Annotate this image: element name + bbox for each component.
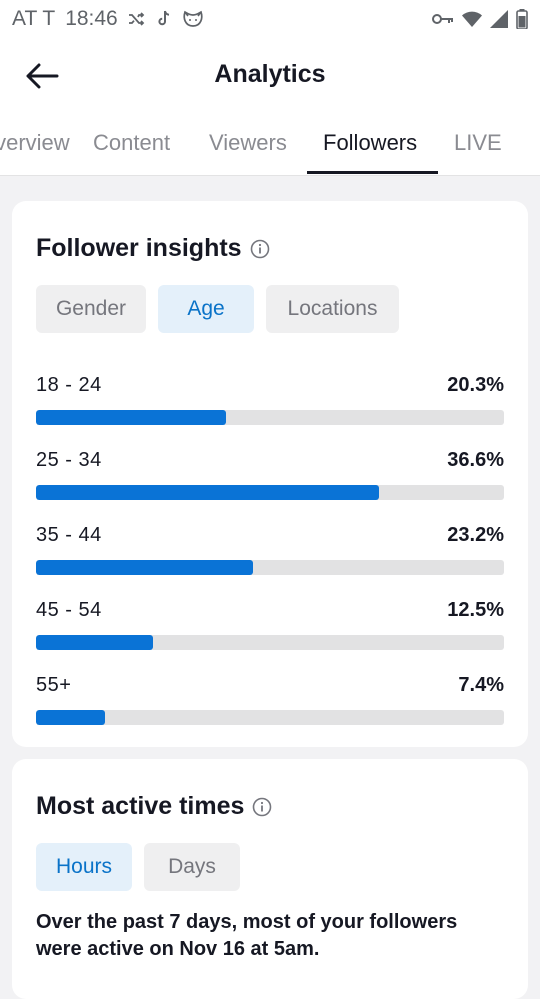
top-app-bar: Analytics bbox=[0, 38, 540, 114]
age-bar-track bbox=[36, 635, 504, 650]
age-bar-fill bbox=[36, 560, 254, 575]
follower-insights-title: Follower insights bbox=[36, 234, 242, 262]
wifi-icon bbox=[462, 11, 482, 27]
key-icon bbox=[432, 12, 454, 26]
follower-insights-card: Follower insights Gender Age Locations 1… bbox=[12, 201, 528, 747]
age-percentage: 12.5% bbox=[447, 599, 504, 621]
age-bar-track bbox=[36, 560, 504, 575]
age-bar-fill bbox=[36, 485, 379, 500]
age-percentage: 23.2% bbox=[447, 524, 504, 546]
age-bar-track bbox=[36, 410, 504, 425]
age-row: 55+ 7.4% bbox=[36, 674, 504, 734]
info-icon[interactable] bbox=[250, 239, 270, 259]
tiktok-icon bbox=[156, 10, 172, 28]
age-bar-fill bbox=[36, 410, 226, 425]
age-bar-track bbox=[36, 485, 504, 500]
age-bar-track bbox=[36, 710, 504, 725]
back-button[interactable] bbox=[22, 56, 62, 96]
segment-hours[interactable]: Hours bbox=[36, 843, 132, 891]
most-active-times-card: Most active times Hours Days Over the pa… bbox=[12, 759, 528, 999]
age-row: 25 - 34 36.6% bbox=[36, 449, 504, 509]
shuffle-icon bbox=[128, 11, 146, 27]
age-row: 35 - 44 23.2% bbox=[36, 524, 504, 584]
analytics-tabs: Overview Content Viewers Followers LIVE bbox=[0, 114, 540, 176]
follower-insights-heading: Follower insights bbox=[36, 234, 270, 263]
page-title: Analytics bbox=[214, 60, 326, 88]
tab-live[interactable]: LIVE bbox=[454, 130, 502, 155]
segment-days[interactable]: Days bbox=[144, 843, 240, 891]
status-bar: AT T 18:46 bbox=[0, 0, 540, 38]
most-active-times-heading: Most active times bbox=[36, 792, 272, 821]
most-active-description: Over the past 7 days, most of your follo… bbox=[36, 911, 458, 960]
segment-locations[interactable]: Locations bbox=[266, 285, 399, 333]
segment-gender[interactable]: Gender bbox=[36, 285, 146, 333]
age-range-label: 45 - 54 bbox=[36, 599, 102, 621]
age-percentage: 20.3% bbox=[447, 374, 504, 396]
tab-content[interactable]: Content bbox=[93, 130, 171, 155]
age-percentage: 7.4% bbox=[458, 674, 504, 696]
age-percentage: 36.6% bbox=[447, 449, 504, 471]
age-row: 45 - 54 12.5% bbox=[36, 599, 504, 659]
age-range-label: 18 - 24 bbox=[36, 374, 102, 396]
age-bar-fill bbox=[36, 635, 153, 650]
segment-age[interactable]: Age bbox=[158, 285, 254, 333]
cell-signal-icon bbox=[490, 10, 508, 28]
arrow-left-icon bbox=[26, 63, 59, 89]
age-row: 18 - 24 20.3% bbox=[36, 374, 504, 434]
cat-face-icon bbox=[182, 9, 204, 29]
tab-followers[interactable]: Followers bbox=[323, 130, 418, 155]
tab-viewers[interactable]: Viewers bbox=[209, 130, 287, 155]
age-range-label: 35 - 44 bbox=[36, 524, 102, 546]
tab-overview[interactable]: Overview bbox=[0, 130, 70, 155]
active-tab-indicator bbox=[307, 171, 438, 174]
age-bar-fill bbox=[36, 710, 106, 725]
age-range-label: 25 - 34 bbox=[36, 449, 102, 471]
carrier-label: AT T bbox=[12, 7, 56, 30]
age-range-label: 55+ bbox=[36, 674, 72, 696]
battery-icon bbox=[516, 9, 528, 29]
most-active-times-title: Most active times bbox=[36, 792, 245, 820]
info-icon[interactable] bbox=[252, 797, 272, 817]
clock: 18:46 bbox=[65, 7, 118, 30]
